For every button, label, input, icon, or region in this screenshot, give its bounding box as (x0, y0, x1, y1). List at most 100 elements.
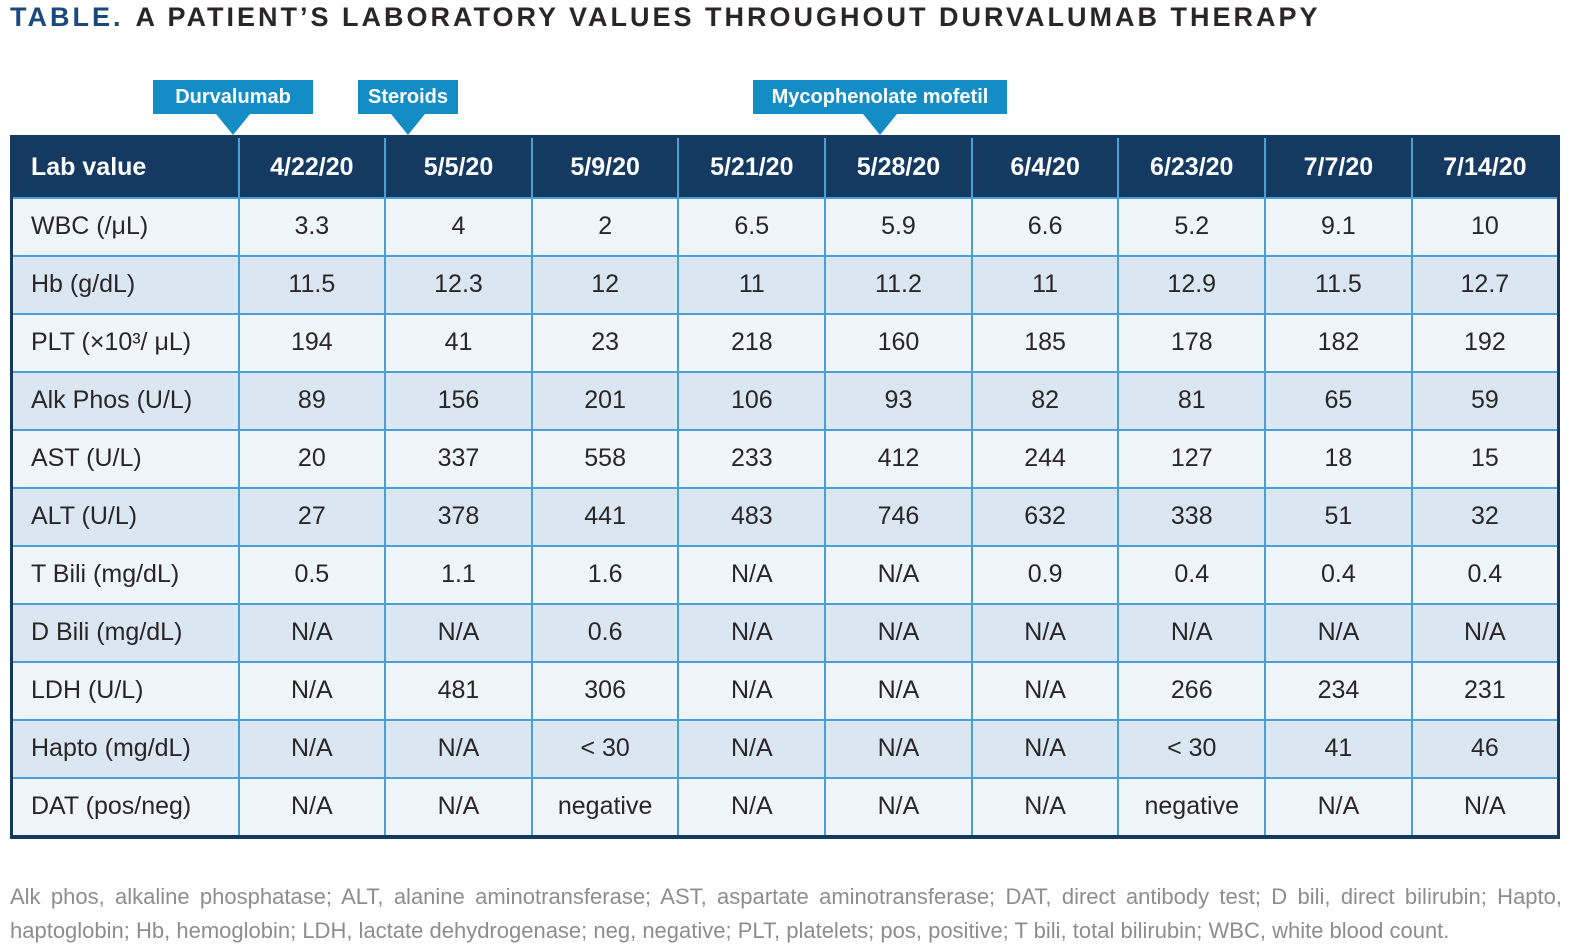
value-cell: 441 (530, 486, 680, 547)
lab-name-cell: Hapto (mg/dL) (10, 718, 240, 779)
value-cell: 0.9 (970, 544, 1120, 605)
col-header-date-4: 5/21/20 (677, 136, 827, 198)
callout-steroids-label: Steroids (367, 85, 449, 108)
lab-name-cell: Alk Phos (U/L) (10, 370, 240, 431)
value-cell: 11 (970, 254, 1120, 315)
value-cell: 59 (1410, 370, 1560, 431)
footnote-line-2: haptoglobin; Hb, hemoglobin; LDH, lactat… (10, 918, 1450, 944)
value-cell: N/A (384, 602, 533, 663)
value-cell: 11 (677, 254, 827, 315)
value-cell: N/A (970, 602, 1120, 663)
value-cell: N/A (1410, 776, 1560, 838)
value-cell: 156 (384, 370, 533, 431)
value-cell: 558 (530, 428, 680, 489)
value-cell: N/A (824, 544, 973, 605)
value-cell: 194 (237, 312, 387, 373)
lab-name-cell: DAT (pos/neg) (10, 776, 240, 838)
value-cell: 746 (824, 486, 973, 547)
value-cell: 0.6 (530, 602, 680, 663)
value-cell: N/A (237, 602, 387, 663)
table-row-dbili: D Bili (mg/dL) N/A N/A 0.6 N/A N/A N/A N… (10, 602, 1560, 663)
value-cell: N/A (237, 718, 387, 779)
value-cell: 1.6 (530, 544, 680, 605)
table-row-ldh: LDH (U/L) N/A 481 306 N/A N/A N/A 266 23… (10, 660, 1560, 721)
value-cell: N/A (1410, 602, 1560, 663)
value-cell: N/A (824, 776, 973, 838)
header-row: Lab value 4/22/20 5/5/20 5/9/20 5/21/20 … (10, 136, 1560, 198)
value-cell: 11.5 (237, 254, 387, 315)
value-cell: N/A (677, 718, 827, 779)
lab-name-cell: D Bili (mg/dL) (10, 602, 240, 663)
col-header-date-1: 4/22/20 (237, 136, 387, 198)
value-cell: 51 (1264, 486, 1413, 547)
value-cell: N/A (677, 660, 827, 721)
value-cell: N/A (677, 602, 827, 663)
col-header-lab-value: Lab value (10, 136, 240, 198)
lab-name-cell: LDH (U/L) (10, 660, 240, 721)
value-cell: negative (530, 776, 680, 838)
value-cell: 481 (384, 660, 533, 721)
value-cell: 160 (824, 312, 973, 373)
table-row-wbc: WBC (/μL) 3.3 4 2 6.5 5.9 6.6 5.2 9.1 10 (10, 196, 1560, 257)
page-title: TABLE. A PATIENT’S LABORATORY VALUES THRO… (10, 2, 1321, 33)
value-cell: 12.3 (384, 254, 533, 315)
title-text: A PATIENT’S LABORATORY VALUES THROUGHOUT… (135, 2, 1321, 32)
value-cell: 6.6 (970, 196, 1120, 257)
table-row-alkphos: Alk Phos (U/L) 89 156 201 106 93 82 81 6… (10, 370, 1560, 431)
value-cell: N/A (1264, 776, 1413, 838)
value-cell: 0.4 (1410, 544, 1560, 605)
value-cell: N/A (824, 660, 973, 721)
col-header-date-3: 5/9/20 (530, 136, 680, 198)
value-cell: 185 (970, 312, 1120, 373)
value-cell: 412 (824, 428, 973, 489)
value-cell: 5.2 (1117, 196, 1267, 257)
value-cell: 12 (530, 254, 680, 315)
value-cell: N/A (1264, 602, 1413, 663)
callout-durvalumab: Durvalumab (153, 80, 313, 135)
value-cell: N/A (970, 718, 1120, 779)
col-header-date-9: 7/14/20 (1410, 136, 1560, 198)
value-cell: N/A (384, 718, 533, 779)
value-cell: 41 (384, 312, 533, 373)
lab-name-cell: T Bili (mg/dL) (10, 544, 240, 605)
value-cell: 266 (1117, 660, 1267, 721)
col-header-date-7: 6/23/20 (1117, 136, 1267, 198)
value-cell: 338 (1117, 486, 1267, 547)
callout-durvalumab-label: Durvalumab (175, 85, 291, 108)
callout-steroids: Steroids (358, 80, 458, 135)
value-cell: 218 (677, 312, 827, 373)
value-cell: N/A (384, 776, 533, 838)
table-row-tbili: T Bili (mg/dL) 0.5 1.1 1.6 N/A N/A 0.9 0… (10, 544, 1560, 605)
title-prefix: TABLE. (10, 2, 124, 32)
callout-mycophenolate: Mycophenolate mofetil (753, 80, 1007, 135)
value-cell: 23 (530, 312, 680, 373)
value-cell: 12.9 (1117, 254, 1267, 315)
lab-values-table: Lab value 4/22/20 5/5/20 5/9/20 5/21/20 … (10, 135, 1560, 839)
value-cell: N/A (1117, 602, 1267, 663)
value-cell: 18 (1264, 428, 1413, 489)
value-cell: 201 (530, 370, 680, 431)
value-cell: 244 (970, 428, 1120, 489)
value-cell: 337 (384, 428, 533, 489)
col-header-date-8: 7/7/20 (1264, 136, 1413, 198)
lab-name-cell: Hb (g/dL) (10, 254, 240, 315)
value-cell: 3.3 (237, 196, 387, 257)
value-cell: 0.4 (1264, 544, 1413, 605)
value-cell: 192 (1410, 312, 1560, 373)
value-cell: 632 (970, 486, 1120, 547)
value-cell: 81 (1117, 370, 1267, 431)
value-cell: 6.5 (677, 196, 827, 257)
value-cell: N/A (677, 544, 827, 605)
value-cell: 82 (970, 370, 1120, 431)
value-cell: 9.1 (1264, 196, 1413, 257)
value-cell: N/A (237, 776, 387, 838)
value-cell: 182 (1264, 312, 1413, 373)
value-cell: < 30 (1117, 718, 1267, 779)
value-cell: 27 (237, 486, 387, 547)
table-row-hapto: Hapto (mg/dL) N/A N/A < 30 N/A N/A N/A <… (10, 718, 1560, 779)
value-cell: 306 (530, 660, 680, 721)
col-header-date-6: 6/4/20 (970, 136, 1120, 198)
value-cell: N/A (824, 602, 973, 663)
value-cell: 12.7 (1410, 254, 1560, 315)
value-cell: 106 (677, 370, 827, 431)
